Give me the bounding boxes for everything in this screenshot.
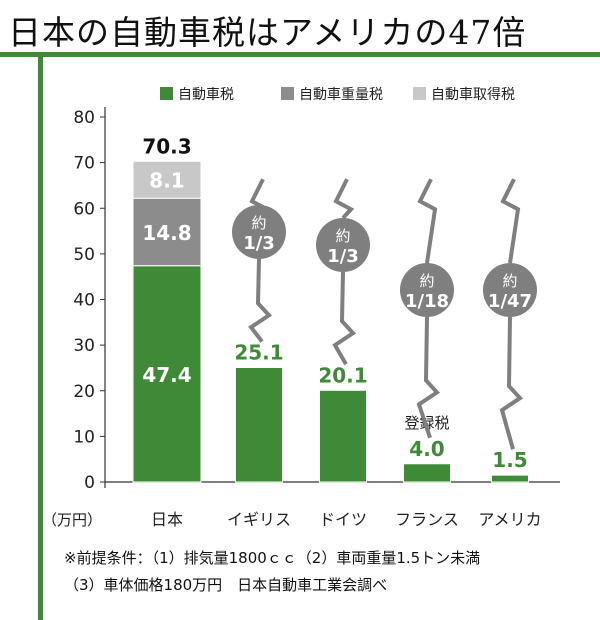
category-label: イギリス xyxy=(227,510,291,529)
ratio-badge-value: 1/18 xyxy=(405,291,449,312)
legend-label: 自動車税 xyxy=(178,86,234,103)
bar-segment xyxy=(319,389,367,483)
bar-segment xyxy=(235,366,283,483)
bar-segment xyxy=(132,265,202,483)
y-tick-label: 40 xyxy=(73,291,95,311)
ratio-badge-value: 1/3 xyxy=(327,246,359,267)
ratio-badge xyxy=(483,263,537,317)
ratio-break-line xyxy=(333,178,355,220)
bar-value-label: 25.1 xyxy=(234,340,283,364)
ratio-break-line xyxy=(417,178,438,264)
bar-value-label: 8.1 xyxy=(149,169,184,193)
category-label: 日本 xyxy=(151,510,183,529)
y-tick-label: 50 xyxy=(73,245,95,265)
ratio-break-line xyxy=(500,178,521,264)
bar-value-label: 4.0 xyxy=(409,437,444,461)
ratio-badge-prefix: 約 xyxy=(419,272,434,290)
y-unit-label: （万円） xyxy=(42,511,102,529)
bar-value-label: 20.1 xyxy=(318,363,367,387)
category-label: ドイツ xyxy=(319,510,367,529)
bar-value-label: 14.8 xyxy=(142,221,191,245)
y-tick-label: 10 xyxy=(73,427,95,447)
ratio-badge-prefix: 約 xyxy=(335,227,350,245)
footnote-line-2: （3）車体価格180万円 日本自動車工業会調べ xyxy=(64,576,388,594)
ratio-badge-prefix: 約 xyxy=(251,214,266,232)
bar-segment xyxy=(132,160,202,199)
ratio-badge xyxy=(232,205,286,259)
bar-value-label: 47.4 xyxy=(142,363,191,387)
ratio-break-line xyxy=(249,178,268,212)
category-label: アメリカ xyxy=(478,510,541,529)
bar-segment xyxy=(491,474,529,483)
legend-swatch xyxy=(281,87,294,100)
y-tick-label: 0 xyxy=(84,473,95,493)
y-tick-label: 80 xyxy=(73,108,95,128)
left-accent-rule xyxy=(38,57,43,620)
ratio-badge-value: 1/47 xyxy=(488,291,532,312)
bar-total-label: 70.3 xyxy=(142,134,191,158)
y-tick-label: 30 xyxy=(73,336,95,356)
footnote: ※前提条件：（1）排気量1800ｃｃ（2）車両重量1.5トン未満 （3）車体価格… xyxy=(64,545,480,599)
ratio-break-line xyxy=(499,316,524,450)
ratio-badge-prefix: 約 xyxy=(502,272,517,290)
legend-label: 自動車取得税 xyxy=(431,86,515,103)
ratio-break-line xyxy=(332,271,357,366)
chart-title: 日本の自動車税はアメリカの47倍 xyxy=(8,13,527,52)
ratio-badge-value: 1/3 xyxy=(243,233,275,254)
y-tick-label: 60 xyxy=(73,199,95,219)
legend-swatch xyxy=(160,87,173,100)
bar-value-label: 1.5 xyxy=(492,448,527,472)
footnote-line-1: ※前提条件：（1）排気量1800ｃｃ（2）車両重量1.5トン未満 xyxy=(64,549,481,567)
legend-swatch xyxy=(413,87,426,100)
legend-label: 自動車重量税 xyxy=(299,86,383,103)
y-tick-label: 70 xyxy=(73,154,95,174)
title-underline xyxy=(0,52,600,57)
ratio-badge xyxy=(400,263,454,317)
ratio-break-line xyxy=(416,316,441,439)
ratio-break-line xyxy=(248,258,273,343)
ratio-badge xyxy=(316,218,370,272)
category-label: フランス xyxy=(395,510,459,529)
bar-segment xyxy=(403,463,451,483)
y-tick-label: 20 xyxy=(73,382,95,402)
